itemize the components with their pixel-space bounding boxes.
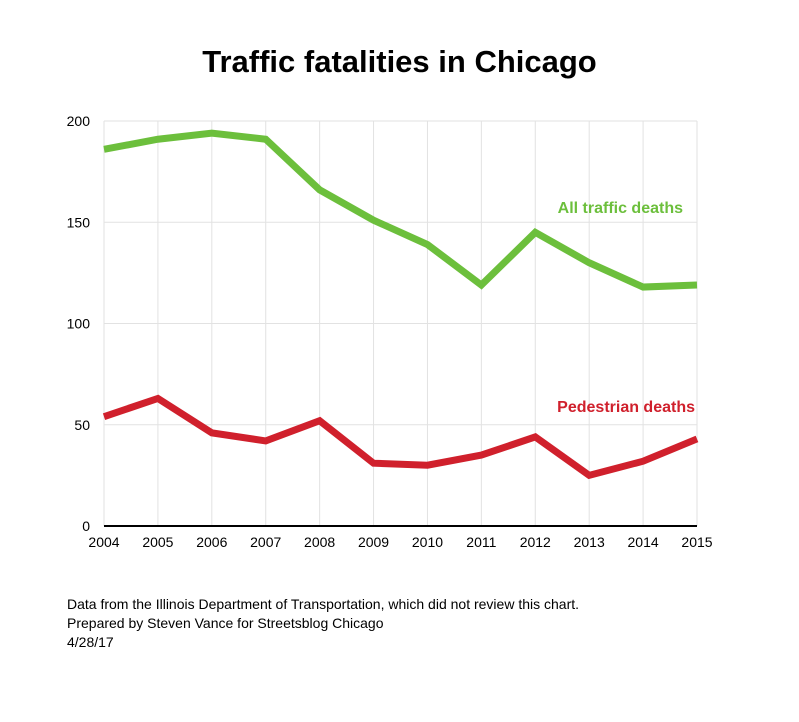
y-tick-label: 100 [67, 316, 91, 332]
x-tick-label: 2004 [88, 534, 119, 550]
series-line-pedestrian [102, 394, 699, 480]
x-tick-label: 2007 [250, 534, 281, 550]
y-tick-label: 50 [74, 417, 90, 433]
x-tick-label: 2015 [681, 534, 712, 550]
x-tick-label: 2010 [412, 534, 443, 550]
y-tick-label: 200 [67, 113, 91, 129]
x-tick-label: 2014 [628, 534, 659, 550]
x-tick-label: 2008 [304, 534, 335, 550]
x-tick-label: 2005 [142, 534, 173, 550]
x-tick-label: 2009 [358, 534, 389, 550]
series-label-pedestrian: Pedestrian deaths [557, 399, 695, 416]
x-tick-label: 2006 [196, 534, 227, 550]
series-line-all-traffic [103, 129, 698, 291]
x-tick-label: 2011 [466, 534, 496, 550]
x-tick-label: 2012 [520, 534, 551, 550]
chart-title: Traffic fatalities in Chicago [202, 44, 597, 79]
y-tick-label: 0 [82, 518, 90, 534]
y-tick-label: 150 [67, 214, 91, 230]
series-label-all-traffic: All traffic deaths [558, 200, 683, 217]
x-tick-label: 2013 [574, 534, 605, 550]
date-note: 4/28/17 [67, 634, 114, 650]
source-note: Data from the Illinois Department of Tra… [67, 596, 580, 612]
author-note: Prepared by Steven Vance for Streetsblog… [67, 615, 384, 631]
